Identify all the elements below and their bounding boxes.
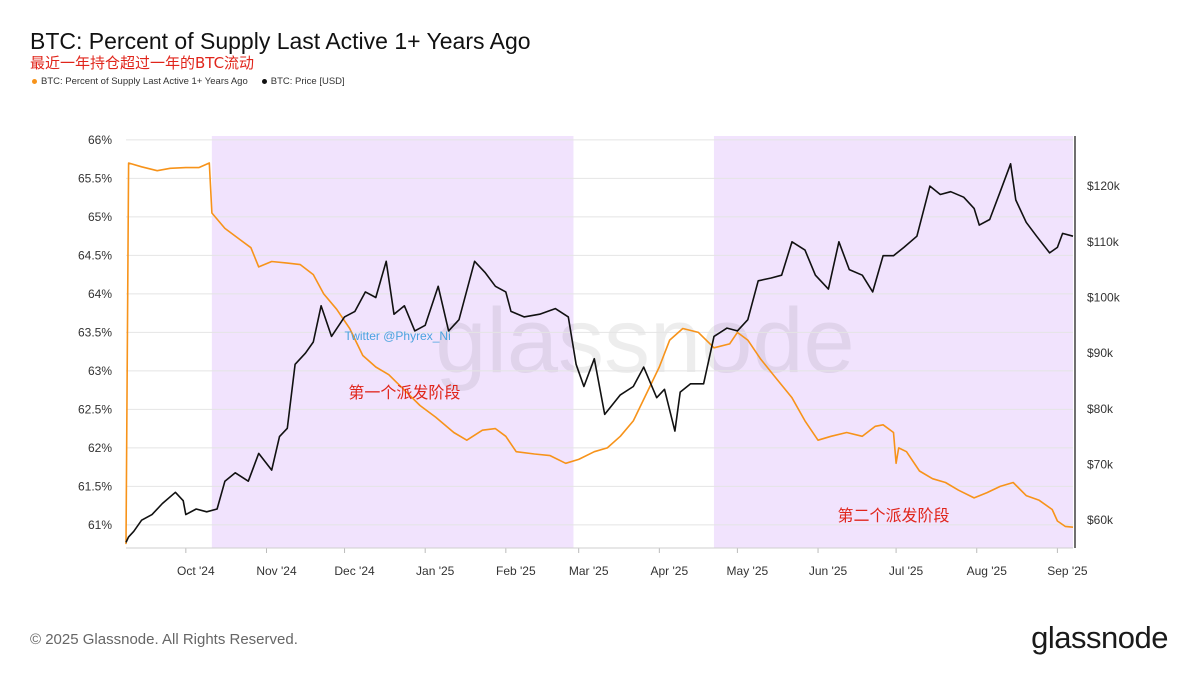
x-tick-label: Jul '25: [889, 564, 924, 578]
legend-label-supply: BTC: Percent of Supply Last Active 1+ Ye…: [41, 76, 248, 87]
y-left-tick-label: 63%: [88, 364, 112, 378]
legend-item-supply[interactable]: BTC: Percent of Supply Last Active 1+ Ye…: [32, 76, 248, 87]
chart-subtitle: 最近一年持仓超过一年的BTC流动: [30, 54, 255, 72]
x-tick-label: May '25: [727, 564, 769, 578]
y-left-tick-label: 66%: [88, 133, 112, 147]
legend-item-price[interactable]: BTC: Price [USD]: [261, 76, 345, 87]
x-tick-label: Jun '25: [809, 564, 848, 578]
y-left-tick-label: 62.5%: [78, 402, 112, 416]
y-left-tick-label: 61.5%: [78, 479, 112, 493]
y-left-tick-label: 61%: [88, 518, 112, 532]
x-tick-label: Jan '25: [416, 564, 455, 578]
legend-dot-price: [261, 79, 267, 84]
y-left-tick-label: 65.5%: [78, 171, 112, 185]
x-tick-label: Mar '25: [569, 564, 609, 578]
distribution-phase-band-2: [713, 136, 1073, 548]
x-tick-label: Nov '24: [256, 564, 297, 578]
y-left-tick-label: 62%: [88, 441, 112, 455]
x-tick-label: Aug '25: [967, 564, 1008, 578]
glassnode-logo: glassnode: [1031, 620, 1168, 655]
distribution-phase-band-1: [211, 136, 574, 548]
y-right-tick-label: $100k: [1087, 290, 1121, 304]
copyright: © 2025 Glassnode. All Rights Reserved.: [30, 631, 298, 648]
x-tick-label: Sep '25: [1047, 564, 1088, 578]
series-line-price: [125, 163, 1074, 543]
twitter-credit: Twitter @Phyrex_Ni: [345, 329, 451, 343]
distribution-phase-label-2: 第二个派发阶段: [837, 506, 949, 525]
x-tick-label: Oct '24: [177, 564, 215, 578]
y-right-tick-label: $110k: [1087, 235, 1120, 249]
watermark-text: glassnode: [435, 290, 854, 392]
series-line-supply: [125, 162, 1074, 545]
legend: BTC: Percent of Supply Last Active 1+ Ye…: [32, 76, 345, 87]
x-tick-label: Apr '25: [651, 564, 689, 578]
y-right-tick-label: $120k: [1087, 179, 1121, 193]
y-right-tick-label: $70k: [1087, 457, 1114, 471]
y-right-tick-label: $90k: [1087, 346, 1114, 360]
y-right-tick-label: $80k: [1087, 402, 1114, 416]
x-tick-label: Dec '24: [334, 564, 375, 578]
chart-title: BTC: Percent of Supply Last Active 1+ Ye…: [30, 28, 531, 54]
y-left-tick-label: 65%: [88, 210, 112, 224]
legend-dot-supply: [32, 79, 37, 84]
y-left-tick-label: 64%: [88, 287, 112, 301]
y-left-tick-label: 63.5%: [78, 325, 112, 339]
y-right-tick-label: $60k: [1087, 513, 1114, 527]
distribution-phase-label-1: 第一个派发阶段: [348, 383, 460, 402]
x-tick-label: Feb '25: [496, 564, 536, 578]
legend-label-price: BTC: Price [USD]: [270, 76, 345, 87]
y-left-tick-label: 64.5%: [78, 248, 112, 262]
